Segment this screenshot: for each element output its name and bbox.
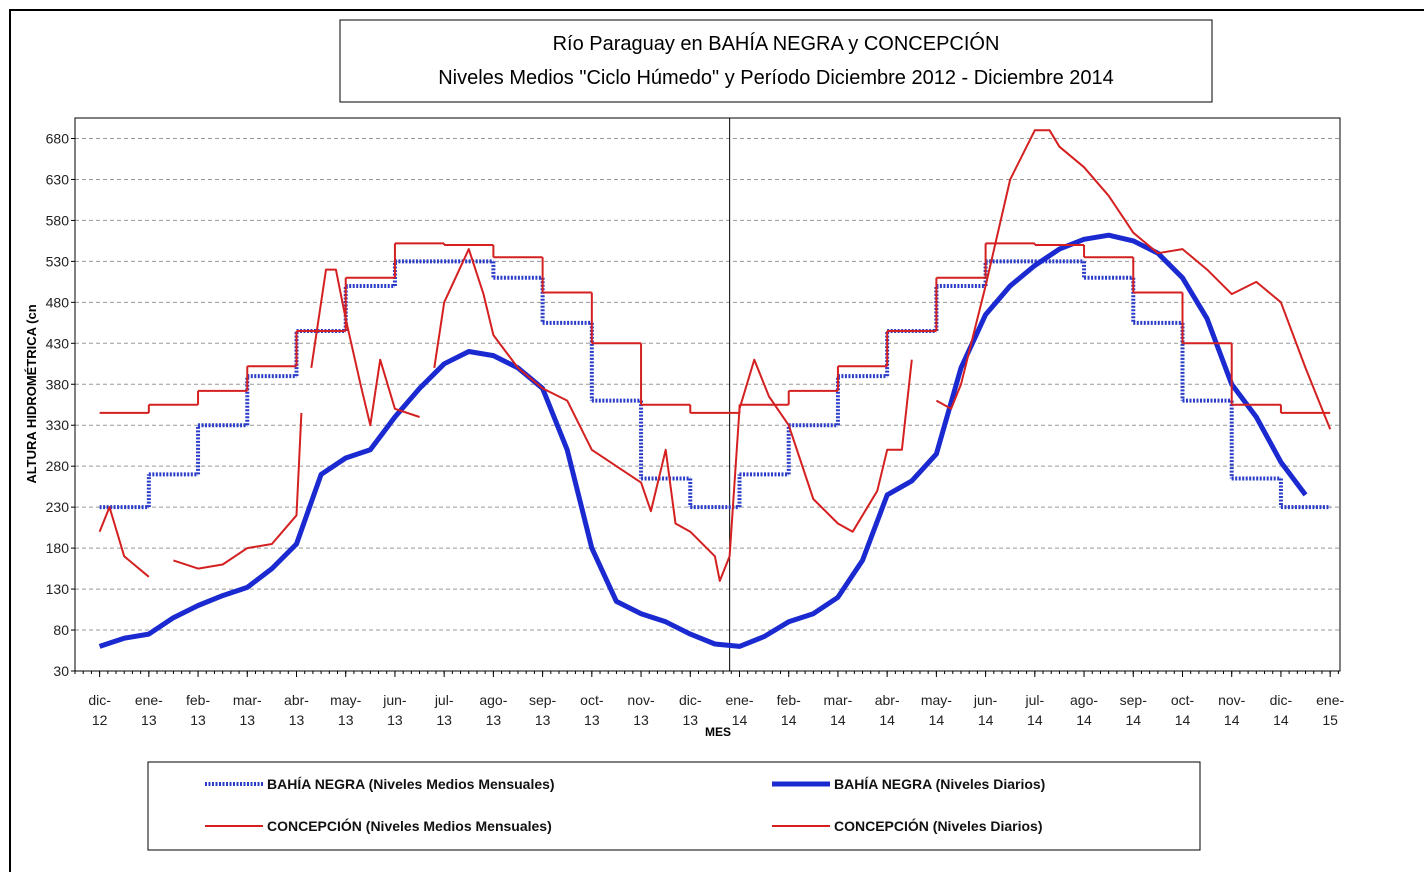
x-tick-label: jun-14 xyxy=(973,692,998,728)
x-tick-label: ene-14 xyxy=(725,692,753,728)
y-tick-label: 630 xyxy=(46,171,70,187)
legend-label: CONCEPCIÓN (Niveles Diarios) xyxy=(834,817,1043,834)
legend-box xyxy=(147,761,1201,851)
x-tick-label: nov-14 xyxy=(1218,692,1246,728)
y-tick-label: 130 xyxy=(46,581,70,597)
y-tick-label: 280 xyxy=(46,458,70,474)
x-axis-label: MES xyxy=(705,725,731,739)
y-tick-label: 530 xyxy=(46,253,70,269)
y-tick-label: 330 xyxy=(46,417,70,433)
x-tick-label: oct-14 xyxy=(1171,692,1195,728)
legend-label: BAHÍA NEGRA (Niveles Diarios) xyxy=(834,776,1045,792)
y-tick-label: 430 xyxy=(46,335,70,351)
chart-subtitle: Niveles Medios "Ciclo Húmedo" y Período … xyxy=(438,67,1114,89)
y-tick-label: 580 xyxy=(46,212,70,228)
y-tick-label: 680 xyxy=(46,130,70,146)
x-tick-label: ene-13 xyxy=(135,692,163,728)
y-tick-label: 230 xyxy=(46,499,70,515)
x-tick-label: abr-14 xyxy=(875,692,900,728)
y-tick-label: 380 xyxy=(46,376,70,392)
x-tick-label: may-13 xyxy=(330,692,361,728)
legend-label: CONCEPCIÓN (Niveles Medios Mensuales) xyxy=(267,817,552,834)
x-tick-label: abr-13 xyxy=(284,692,309,728)
x-tick-label: jul-13 xyxy=(434,692,454,728)
series-line xyxy=(98,129,1332,582)
x-tick-label: nov-13 xyxy=(627,692,655,728)
title-box xyxy=(339,19,1213,103)
x-tick-label: sep-14 xyxy=(1120,692,1148,728)
x-tick-label: jul-14 xyxy=(1024,692,1044,728)
x-tick-label: may-14 xyxy=(921,692,952,728)
y-tick-label: 480 xyxy=(46,294,70,310)
x-tick-label: mar-13 xyxy=(233,692,262,728)
x-tick-label: ene-15 xyxy=(1316,692,1344,728)
x-tick-label: feb-14 xyxy=(777,692,801,728)
series-line xyxy=(98,232,1308,649)
x-tick-label: dic-13 xyxy=(679,692,702,728)
y-tick-label: 30 xyxy=(53,663,69,679)
y-tick-label: 180 xyxy=(46,540,70,556)
frame xyxy=(9,9,1424,877)
y-tick-label: 80 xyxy=(53,622,69,638)
legend-label: BAHÍA NEGRA (Niveles Medios Mensuales) xyxy=(267,776,555,792)
x-tick-label: oct-13 xyxy=(580,692,604,728)
x-tick-label: ago-13 xyxy=(479,692,507,728)
x-tick-label: feb-13 xyxy=(186,692,210,728)
x-tick-label: mar-14 xyxy=(824,692,853,728)
x-tick-label: dic-14 xyxy=(1270,692,1293,728)
chart-title: Río Paraguay en BAHÍA NEGRA y CONCEPCIÓN xyxy=(553,32,1000,55)
x-tick-label: jun-13 xyxy=(382,692,407,728)
plot-area xyxy=(74,117,1341,672)
y-axis-label: ALTURA HIDROMÉTRICA (cn xyxy=(24,304,39,483)
x-tick-label: ago-14 xyxy=(1070,692,1098,728)
x-tick-label: dic-12 xyxy=(88,692,111,728)
x-tick-label: sep-13 xyxy=(529,692,557,728)
